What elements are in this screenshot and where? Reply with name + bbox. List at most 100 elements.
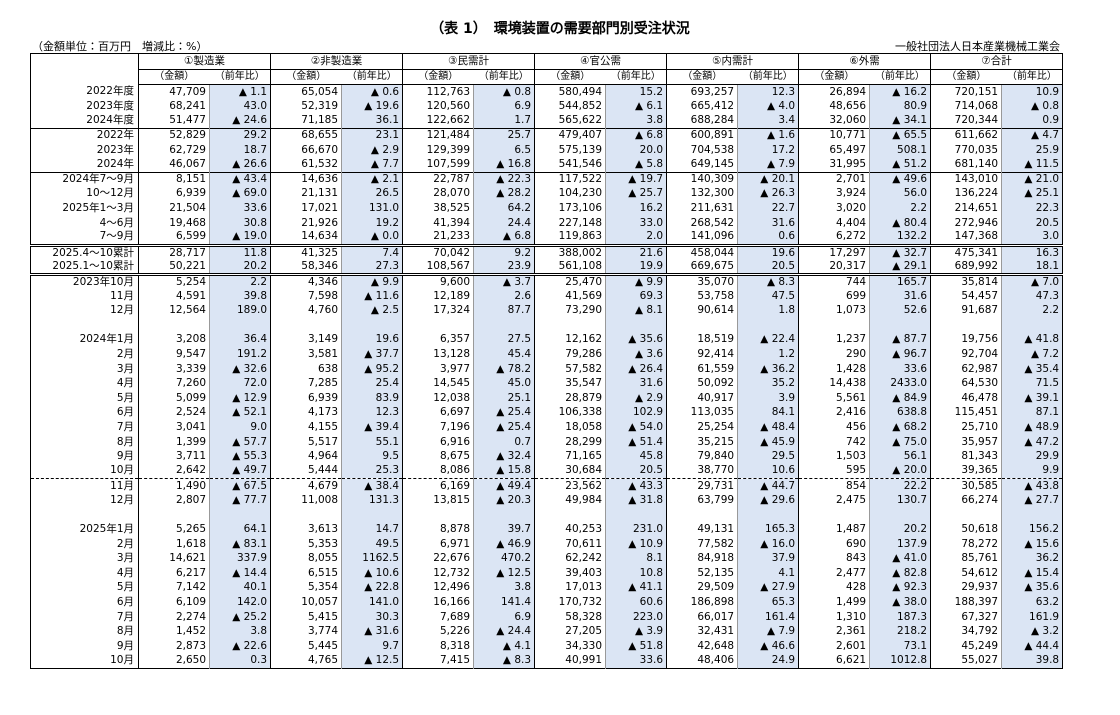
yoy-cell: 508.1 [869,142,931,158]
amount-cell: 39,365 [930,463,1002,479]
amount-header: （金額） [666,69,738,85]
yoy-header: （前年比） [209,69,271,85]
yoy-cell: ▲ 16.2 [869,84,931,100]
yoy-cell: 19.9 [605,259,667,276]
amount-header: （金額） [270,69,342,85]
group-header: ⑥外需 [798,53,932,70]
amount-cell: 6,357 [402,332,474,348]
yoy-cell: ▲ 54.0 [605,420,667,435]
yoy-cell: ▲ 8.3 [473,653,535,669]
yoy-cell: ▲ 9.9 [605,272,667,289]
yoy-cell: ▲ 22.3 [473,171,535,187]
yoy-cell: 2.2 [869,201,931,216]
yoy-cell: ▲ 15.4 [1001,566,1063,581]
yoy-cell: 16.2 [605,201,667,216]
yoy-cell: ▲ 38.4 [341,478,403,494]
amount-header: （金額） [534,69,606,85]
yoy-cell: 22.2 [869,478,931,494]
amount-cell: 62,242 [534,551,606,567]
amount-cell: 2,475 [798,493,870,508]
yoy-cell: ▲ 4.1 [473,639,535,654]
yoy-cell: ▲ 51.2 [869,157,931,173]
yoy-cell: 17.2 [737,142,799,158]
yoy-cell: ▲ 25.7 [605,186,667,202]
yoy-cell: ▲ 2.9 [341,142,403,158]
amount-cell: 541,546 [534,157,606,173]
spacer-cell [341,318,403,333]
amount-cell: 106,338 [534,405,606,421]
amount-cell: 6,169 [402,478,474,494]
amount-cell: 68,241 [138,99,210,114]
amount-cell: 91,687 [930,303,1002,318]
amount-cell: 66,274 [930,493,1002,508]
amount-cell: 29,937 [930,580,1002,596]
yoy-cell: ▲ 34.1 [869,113,931,129]
yoy-cell: ▲ 25.4 [473,405,535,421]
amount-cell: 3,041 [138,420,210,435]
yoy-cell: ▲ 11.5 [1001,157,1063,173]
row-label: 2025年1月 [79,523,134,536]
amount-cell: 30,585 [930,478,1002,494]
amount-cell: 8,086 [402,463,474,479]
amount-cell: 12,496 [402,580,474,596]
yoy-cell: 36.1 [341,113,403,129]
data-row: 2月 9,547 191.2 3,581 ▲ 37.7 13,128 45.4 79,286 ▲… [31,347,1063,362]
yoy-cell: 47.3 [1001,288,1063,304]
amount-cell: 854 [798,478,870,494]
yoy-cell: ▲ 46.6 [737,639,799,654]
data-row: 8月 1,399 ▲ 57.7 5,517 55.1 6,916 0.7 28,299 ▲ 51… [31,434,1063,450]
data-row: 4月 6,217 ▲ 14.4 6,515 ▲ 10.6 12,732 ▲ 12.5 39,4… [31,566,1063,581]
amount-cell: 25,254 [666,420,738,435]
yoy-cell: 21.6 [605,243,667,260]
yoy-cell: 26.5 [341,186,403,202]
amount-cell: 14,621 [138,551,210,567]
amount-cell: 92,414 [666,347,738,362]
amount-cell: 3,208 [138,332,210,348]
yoy-cell: 1162.5 [341,551,403,567]
amount-cell: 65,497 [798,142,870,158]
yoy-cell: ▲ 19.7 [605,171,667,187]
amount-cell: 1,487 [798,522,870,537]
yoy-cell: ▲ 12.5 [473,566,535,581]
yoy-cell: 161.4 [737,609,799,625]
yoy-cell: ▲ 22.4 [737,332,799,348]
yoy-cell: 2.2 [208,272,271,289]
amount-cell: 22,676 [402,551,474,567]
amount-cell: 5,444 [270,463,342,479]
amount-cell: 17,324 [402,303,474,318]
yoy-cell: 60.6 [605,595,667,610]
yoy-cell: ▲ 25.4 [473,420,535,435]
yoy-cell: ▲ 3.6 [605,347,667,362]
yoy-cell: ▲ 26.3 [737,186,799,202]
yoy-cell: 31.6 [737,215,799,231]
amount-header: （金額） [402,69,474,85]
amount-cell: 6,621 [798,653,870,669]
row-label: 4月 [116,566,134,579]
yoy-cell: 165.3 [737,522,799,537]
yoy-cell: ▲ 15.8 [473,463,535,479]
subheader-row: （金額） （前年比） （金額） （前年比） （金額） （前年比） （金額） （前年比） （金額）… [31,69,1063,85]
amount-cell: 1,237 [798,332,870,348]
amount-cell: 85,761 [930,551,1002,567]
yoy-cell: 52.6 [869,303,931,318]
amount-cell: 8,675 [402,449,474,464]
yoy-cell: 20.2 [208,259,271,276]
yoy-cell: ▲ 12.5 [341,653,403,669]
amount-cell: 38,525 [402,201,474,216]
yoy-cell: ▲ 28.2 [473,186,535,202]
amount-cell: 6,971 [402,536,474,552]
yoy-cell: 9.2 [473,243,535,260]
yoy-cell: 10.6 [737,463,799,479]
yoy-cell: 25.3 [341,463,403,479]
header-row: ①製造業 ②非製造業 ③民需計 ④官公需 ⑤内需計 ⑥外需 ⑦合計 [31,53,1064,70]
yoy-cell: 30.3 [341,609,403,625]
yoy-cell: ▲ 7.9 [737,624,799,640]
amount-cell: 57,582 [534,361,606,377]
group-header: ①製造業 [137,53,272,70]
yoy-cell: 87.1 [1001,405,1063,421]
amount-cell: 12,162 [534,332,606,348]
yoy-cell: 23.9 [473,259,535,276]
amount-cell: 73,290 [534,303,606,318]
group-header: ②非製造業 [270,53,404,70]
amount-cell: 770,035 [930,142,1002,158]
